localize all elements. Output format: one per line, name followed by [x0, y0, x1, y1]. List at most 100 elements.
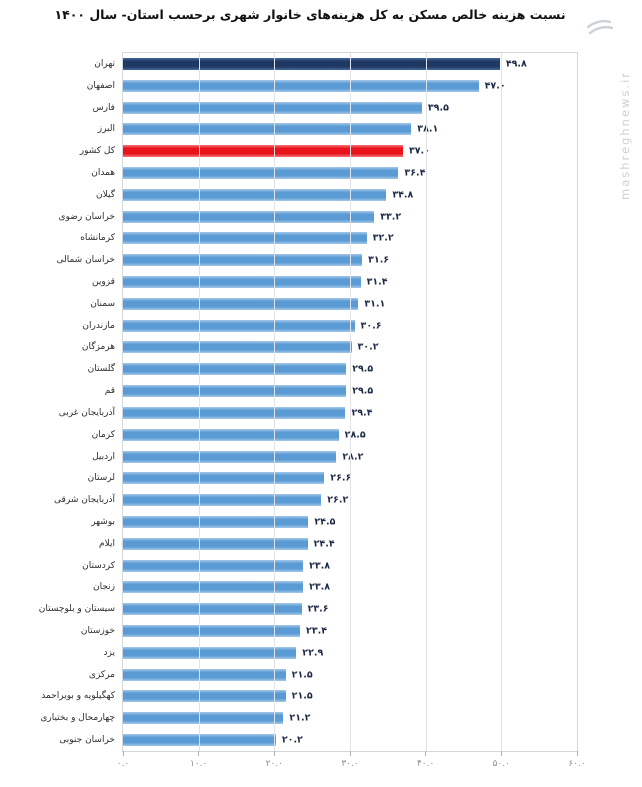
- bar: [123, 57, 500, 70]
- bar: [123, 363, 347, 376]
- category-label: تهران: [94, 58, 115, 69]
- category-label: اردبیل: [92, 451, 115, 462]
- value-label: ۳۸.۱: [417, 123, 439, 135]
- category-label: خراسان شمالی: [56, 255, 115, 266]
- value-label: ۲۲.۹: [302, 647, 324, 659]
- value-label: ۳۱.۶: [368, 254, 390, 266]
- value-label: ۲۳.۸: [309, 560, 331, 572]
- bar-row: کردستان ۲۳.۸: [82, 555, 577, 577]
- value-label: ۲۰.۲: [281, 734, 303, 746]
- x-tick-label: ۴۰.۰: [416, 759, 435, 769]
- category-label: آذربایجان غربی: [58, 407, 115, 418]
- bar: [123, 341, 352, 354]
- category-label: هرمزگان: [81, 342, 115, 353]
- bar-row: زنجان ۲۳.۸: [93, 577, 577, 599]
- category-label: سمنان: [90, 298, 115, 309]
- x-axis: ۰.۰ ۱۰.۰ ۲۰.۰ ۳۰.۰ ۴۰.۰ ۵۰.۰ ۶۰.۰: [117, 759, 586, 773]
- value-label: ۲۶.۲: [327, 494, 349, 506]
- category-label: خراسان جنوبی: [59, 735, 115, 746]
- value-label: ۲۱.۲: [289, 712, 311, 724]
- bar: [123, 559, 304, 572]
- bar: [123, 625, 301, 638]
- value-label: ۲۳.۸: [309, 581, 331, 593]
- category-label: لرستان: [87, 473, 115, 484]
- value-label: ۳۰.۶: [360, 320, 382, 332]
- bar: [123, 450, 337, 463]
- value-label: ۳۹.۵: [427, 102, 449, 114]
- plot-area: تهران ۴۹.۸ اصفهان ۴۷.۰ فارس ۳۹.۵ البرز ۳۸.۱ کل ک…: [39, 52, 586, 769]
- bar: [123, 254, 363, 267]
- value-label: ۲۳.۶: [307, 603, 329, 615]
- bar-row: گیلان ۳۴.۸: [96, 184, 577, 206]
- category-label: گلستان: [87, 364, 115, 375]
- bar-row: همدان ۳۶.۴: [91, 162, 577, 184]
- value-label: ۲۹.۵: [352, 363, 374, 375]
- value-label: ۲۸.۵: [344, 429, 366, 441]
- bar: [123, 494, 322, 507]
- bar: [123, 232, 367, 245]
- value-label: ۲۹.۵: [352, 385, 374, 397]
- value-label: ۴۷.۰: [484, 80, 506, 92]
- value-label: ۴۹.۸: [505, 58, 527, 70]
- gridline: [198, 53, 200, 751]
- bar: [123, 276, 361, 289]
- category-label: کل کشور: [79, 146, 115, 157]
- bar: [123, 188, 387, 201]
- value-label: ۳۴.۸: [392, 189, 414, 201]
- bar: [123, 297, 359, 310]
- x-tick-label: ۳۰.۰: [341, 759, 359, 769]
- bar-row: آذربایجان شرقی ۲۶.۲: [54, 489, 577, 511]
- bar-row: سمنان ۳۱.۱: [90, 293, 577, 315]
- bar-row: کل کشور ۳۷.۰: [80, 140, 577, 162]
- value-label: ۳۷.۰: [408, 145, 430, 157]
- bar-row: قزوین ۳۱.۴: [92, 271, 577, 293]
- bar-row: کهگیلویه و بویراحمد ۲۱.۵: [41, 686, 577, 708]
- category-label: اصفهان: [86, 80, 115, 91]
- bar-row: بوشهر ۲۴.۵: [91, 511, 577, 533]
- bar-row: هرمزگان ۳۰.۲: [82, 337, 577, 359]
- bar-row: خراسان شمالی ۳۱.۶: [56, 249, 577, 271]
- value-label: ۳۱.۱: [364, 298, 386, 310]
- category-label: مرکزی: [88, 669, 115, 680]
- bar: [123, 166, 399, 179]
- category-label: مازندران: [82, 320, 115, 331]
- category-label: چهارمحال و بختیاری: [40, 713, 115, 724]
- bar-row: مرکزی ۲۱.۵: [89, 664, 577, 686]
- bar-row: آذربایجان غربی ۲۹.۴: [59, 402, 577, 424]
- bar: [123, 210, 375, 223]
- x-tick-mark: [500, 751, 502, 756]
- bar: [123, 472, 325, 485]
- bar-row: خوزستان ۲۳.۴: [81, 620, 577, 642]
- value-label: ۲۹.۴: [351, 407, 373, 419]
- value-label: ۳۳.۲: [380, 211, 402, 223]
- category-label: کردستان: [82, 560, 115, 571]
- gridline: [350, 53, 351, 751]
- category-label: کرمانشاه: [80, 233, 115, 244]
- category-label: آذربایجان شرقی: [54, 495, 115, 506]
- x-tick-label: ۶۰.۰: [568, 759, 586, 769]
- x-tick-mark: [425, 751, 427, 756]
- x-tick-label: ۱۰.۰: [189, 759, 208, 769]
- value-label: ۳۰.۲: [357, 341, 379, 353]
- bar: [123, 603, 302, 616]
- bar: [123, 537, 308, 550]
- bar-row: البرز ۳۸.۱: [98, 118, 577, 140]
- bar-row: کرمانشاه ۳۲.۲: [80, 228, 577, 250]
- bar: [123, 79, 479, 92]
- gridline: [425, 53, 427, 751]
- category-label: یزد: [103, 647, 115, 658]
- category-label: سیستان و بلوچستان: [38, 604, 115, 615]
- bar: [123, 646, 297, 659]
- value-label: ۳۶.۴: [404, 167, 426, 179]
- bar-row: مازندران ۳۰.۶: [82, 315, 577, 337]
- bar-row: کرمان ۲۸.۵: [92, 424, 577, 446]
- bar-row: گلستان ۲۹.۵: [88, 358, 577, 380]
- bar-row: اردبیل ۲۸.۲: [92, 446, 577, 468]
- x-tick-mark: [576, 751, 578, 756]
- x-tick-mark: [198, 751, 200, 756]
- bar-row: سیستان و بلوچستان ۲۳.۶: [39, 598, 577, 620]
- category-label: کرمان: [91, 429, 115, 440]
- x-tick-mark: [122, 751, 124, 756]
- category-label: گیلان: [96, 189, 115, 200]
